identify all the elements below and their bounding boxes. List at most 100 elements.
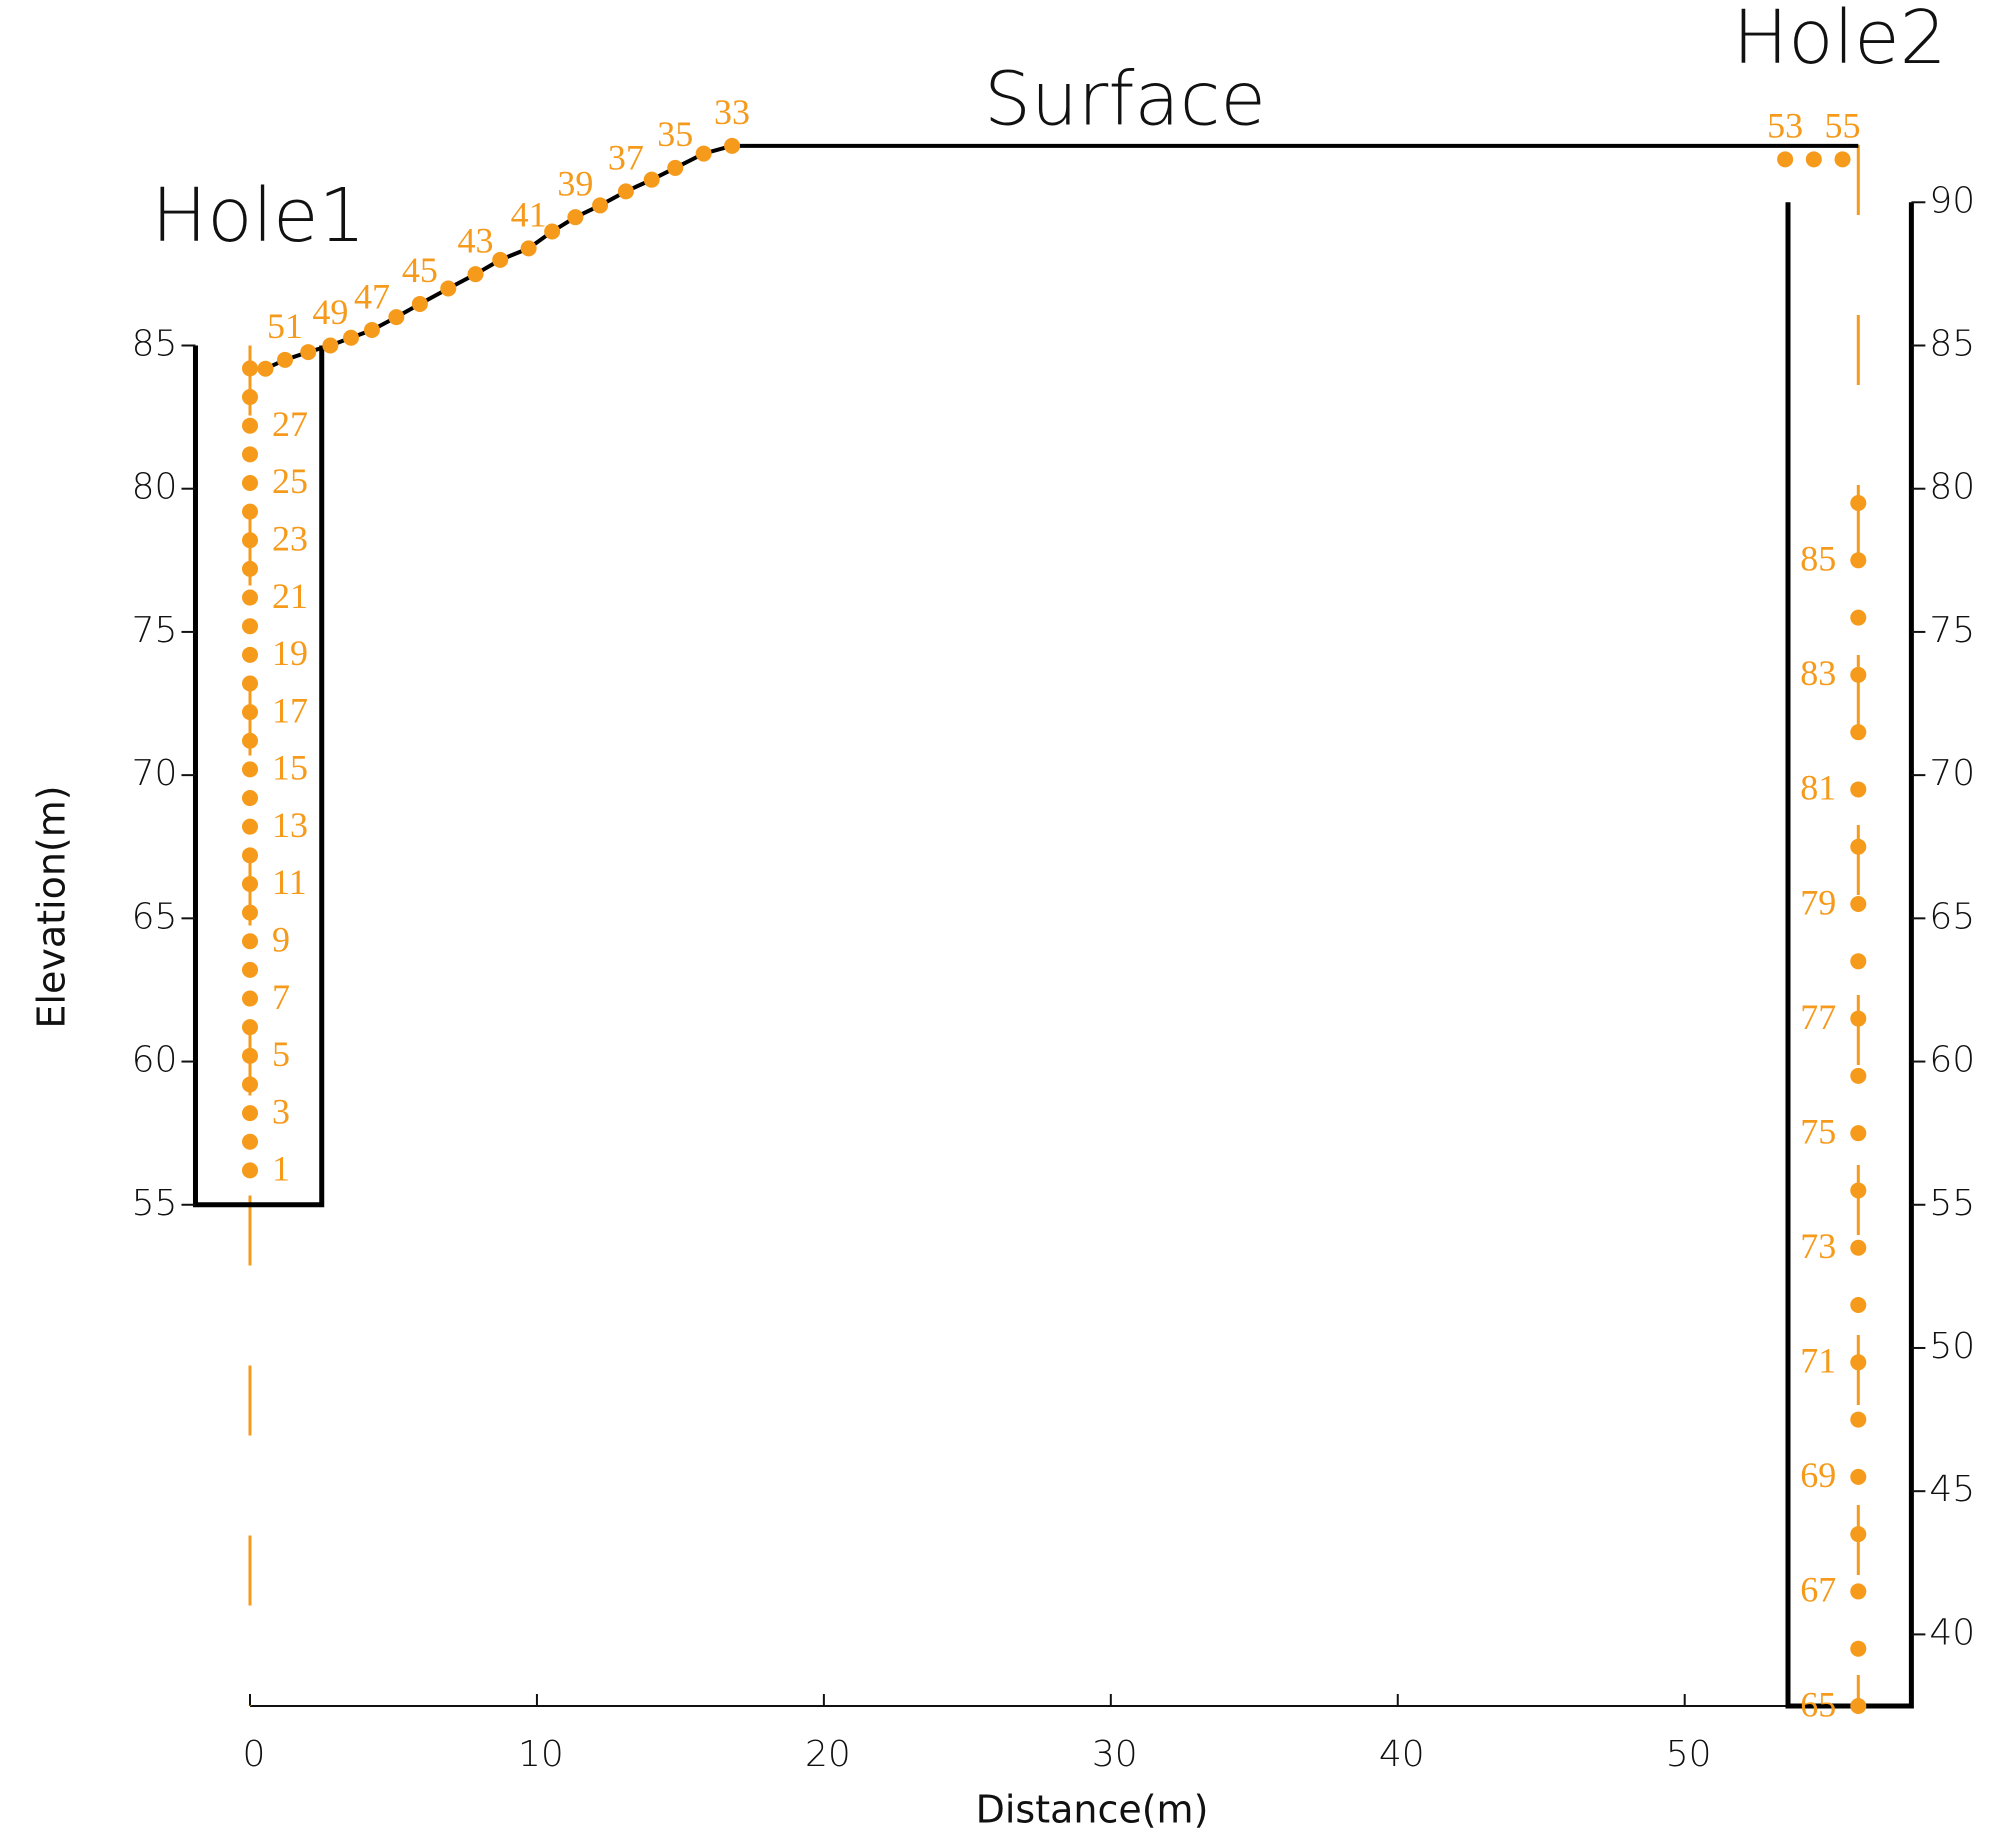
sensor-point [1850, 1468, 1867, 1485]
sensor-point [242, 503, 258, 520]
sensor-point [277, 351, 294, 368]
sensor-point [242, 1133, 258, 1150]
x-tick-label: 40 [1379, 1734, 1425, 1775]
sensor-point [1850, 1354, 1867, 1371]
hole-label: Hole2 [1733, 0, 1947, 81]
point-label: 3 [272, 1091, 290, 1131]
sensor-point [242, 1076, 258, 1093]
y2-tick-label: 65 [1929, 896, 1975, 937]
y-tick-label: 70 [132, 753, 178, 794]
sensor-point [242, 560, 258, 577]
point-label: 33 [714, 92, 750, 132]
point-label: 71 [1800, 1341, 1836, 1381]
sensor-point [1850, 1125, 1867, 1142]
sensor-point [242, 847, 258, 864]
sensor-point [242, 389, 258, 406]
point-label: 7 [272, 977, 290, 1017]
sensor-point [242, 875, 258, 892]
sensor-point [1777, 151, 1794, 168]
point-label: 75 [1800, 1111, 1836, 1151]
y-axis-title: Elevation(m) [30, 785, 74, 1028]
y-tick-label: 80 [132, 467, 178, 508]
sensor-point [544, 223, 561, 240]
point-label: 27 [272, 404, 308, 444]
sensor-point [592, 197, 609, 214]
point-label: 51 [267, 306, 303, 346]
sensor-point [363, 322, 380, 339]
sensor-point [1850, 1297, 1867, 1314]
point-label: 67 [1800, 1570, 1836, 1610]
sensor-point [520, 240, 537, 257]
sensor-point [1850, 838, 1867, 855]
point-label: 49 [312, 292, 348, 332]
point-label: 23 [272, 519, 308, 559]
sensor-point [242, 1105, 258, 1122]
y-tick-label: 55 [132, 1183, 178, 1224]
sensor-point [1805, 151, 1822, 168]
hole-outline [1785, 202, 1914, 1709]
sensor-point [411, 295, 428, 312]
point-label: 79 [1800, 882, 1836, 922]
sensor-point [1850, 552, 1867, 569]
y2-tick-label: 45 [1929, 1469, 1975, 1510]
x-tick-label: 0 [243, 1734, 266, 1775]
sensor-point [1850, 724, 1867, 741]
point-label: 81 [1800, 768, 1836, 808]
point-label: 73 [1800, 1226, 1836, 1266]
sensor-point [343, 329, 360, 346]
sensor-point [1850, 1067, 1867, 1084]
point-label: 9 [272, 920, 290, 960]
sensor-point [440, 280, 457, 297]
sensor-point [242, 360, 258, 377]
point-label: 1 [272, 1149, 290, 1189]
point-label: 5 [272, 1034, 290, 1074]
y-tick-label: 65 [132, 896, 178, 937]
point-label: 19 [272, 633, 308, 673]
sensor-point [1850, 1182, 1867, 1199]
sensor-point [1850, 1640, 1867, 1657]
y2-tick-label: 75 [1929, 610, 1975, 651]
point-label: 55 [1825, 106, 1861, 146]
point-label: 47 [354, 276, 390, 316]
sensor-point [1850, 953, 1867, 970]
point-label: 65 [1800, 1684, 1836, 1724]
chart-title: Surface [984, 57, 1266, 143]
sensor-point [242, 1047, 258, 1064]
sensor-point [1850, 1010, 1867, 1027]
sensor-point [242, 417, 258, 434]
point-label: 53 [1767, 106, 1803, 146]
point-label: 41 [511, 195, 547, 235]
y2-tick-label: 50 [1929, 1326, 1975, 1367]
point-label: 77 [1800, 997, 1836, 1037]
sensor-point [242, 532, 258, 549]
point-label: 45 [402, 250, 438, 290]
x-tick-label: 20 [805, 1734, 851, 1775]
sensor-point [242, 704, 258, 721]
point-label: 43 [458, 220, 494, 260]
point-label: 69 [1800, 1455, 1836, 1495]
point-label: 35 [657, 114, 693, 154]
sensor-point [1850, 495, 1867, 512]
sensor-point [242, 1162, 258, 1179]
sensor-point [1850, 609, 1867, 626]
x-tick-label: 50 [1666, 1734, 1712, 1775]
sensor-point [643, 171, 660, 188]
sensor-point [1850, 1239, 1867, 1256]
point-label: 85 [1800, 539, 1836, 579]
sensor-point [300, 344, 317, 361]
sensor-point [242, 961, 258, 978]
sensor-point [242, 618, 258, 635]
y-tick-label: 60 [132, 1040, 178, 1081]
y2-tick-label: 40 [1929, 1612, 1975, 1653]
point-label: 25 [272, 461, 308, 501]
point-label: 37 [608, 138, 644, 178]
sensor-point [1850, 1698, 1867, 1714]
sensor-point [242, 474, 258, 491]
point-label: 17 [272, 690, 308, 730]
sensor-point [1850, 1583, 1867, 1600]
sensor-point [242, 818, 258, 835]
sensor-point [1850, 781, 1867, 798]
sensor-point [695, 145, 712, 162]
x-axis-title: Distance(m) [976, 1788, 1209, 1832]
